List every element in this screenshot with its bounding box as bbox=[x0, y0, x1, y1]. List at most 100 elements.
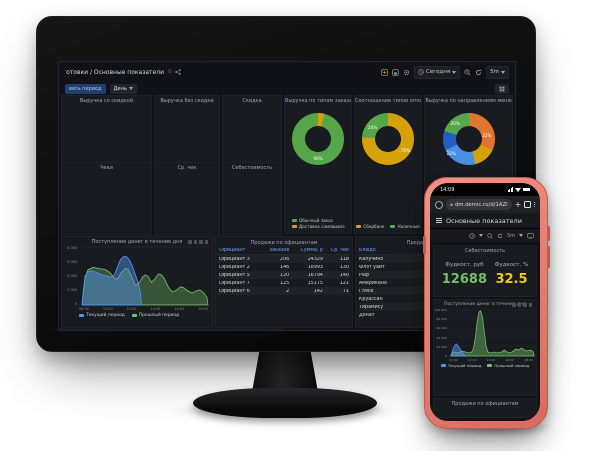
donut-percent-label: 96% bbox=[313, 156, 323, 161]
refresh-icon[interactable] bbox=[475, 68, 482, 76]
menu-hamburger-icon[interactable] bbox=[436, 217, 442, 224]
legend-item[interactable]: Сбербанк bbox=[356, 224, 384, 229]
phone-status-bar: 14:09 bbox=[430, 183, 540, 196]
stat-label: Фудкост, % bbox=[494, 261, 529, 268]
panel-money-chart: Поступление денег в течение дня 8 000 6 0… bbox=[61, 236, 213, 328]
share-icon[interactable] bbox=[175, 69, 182, 75]
stat-value: 12688 bbox=[441, 271, 487, 287]
granularity-dropdown[interactable]: День bbox=[109, 83, 137, 94]
legend-item[interactable]: Прошлый период bbox=[487, 363, 529, 368]
chevron-down-icon bbox=[519, 234, 523, 237]
phone-screen: 14:09 dm.demic.ru/d/1AZl + О bbox=[430, 183, 540, 421]
donut-legend: Сбербанк Наличные bbox=[355, 224, 421, 229]
y-axis-labels: 100 000 80 000 60 000 40 000 20 000 0 bbox=[434, 308, 447, 358]
table-row: Официант 2 146 18993 130 bbox=[219, 264, 349, 270]
refresh-interval-dropdown[interactable]: 5m bbox=[486, 65, 509, 79]
legend-item[interactable]: Текущий период bbox=[79, 313, 125, 318]
tab-switcher-icon[interactable] bbox=[524, 201, 531, 208]
breadcrumb[interactable]: готовки / Основные показатели bbox=[65, 68, 164, 76]
panel-title: Выручка без скидки bbox=[160, 98, 214, 104]
chevron-down-icon bbox=[452, 70, 457, 74]
stat-label: Фудкост, руб bbox=[445, 261, 484, 268]
refresh-interval-label[interactable]: 5m bbox=[506, 232, 515, 239]
phone-panel-waiters: Продажи по официантам bbox=[433, 398, 537, 418]
period-filter-chip[interactable]: весь период bbox=[65, 83, 106, 94]
x-axis-labels: 10:00 12:00 14:00 16:00 18:00 bbox=[449, 358, 533, 362]
grid-icon bbox=[499, 86, 505, 92]
table-body: Официант 3 206 24329 118 Официант 2 146 … bbox=[219, 255, 349, 295]
donut-percent-label: 32% bbox=[482, 133, 492, 138]
stat-value: 32.5 bbox=[495, 271, 528, 287]
browser-toolbar: dm.demic.ru/d/1AZl + bbox=[430, 196, 540, 213]
phone-panel-cost: Себестоимость Фудкост, руб 12688 Фудкост,… bbox=[433, 245, 537, 297]
table-row: Официант 7 125 15175 121 bbox=[219, 280, 349, 286]
panel-title: Поступление денег в течение дня bbox=[91, 239, 183, 245]
donut-chart-menu-categories: 20% 32% 22% bbox=[442, 113, 495, 165]
refresh-icon[interactable] bbox=[497, 232, 503, 239]
browser-home-icon[interactable] bbox=[435, 200, 443, 209]
series-current-period bbox=[451, 343, 467, 357]
donut-chart-payment-types: 24% 76% bbox=[362, 113, 414, 165]
table-header: Официант Заказов Сумма, р Ср. чек bbox=[219, 246, 349, 255]
legend-item[interactable]: Доставка самовывоз bbox=[292, 224, 345, 229]
address-bar[interactable]: dm.demic.ru/d/1AZl bbox=[446, 199, 512, 210]
url-text: dm.demic.ru/d/1AZl bbox=[454, 201, 508, 208]
y-axis-labels: 8 000 6 000 4 000 2 000 0 bbox=[67, 246, 77, 306]
clock-icon bbox=[418, 69, 424, 75]
panel-title: Чеки bbox=[100, 165, 113, 171]
table-row: Официант 6 2 142 71 bbox=[219, 288, 349, 294]
time-range-picker[interactable]: Сегодня bbox=[413, 65, 461, 79]
time-range-label: Сегодня bbox=[425, 69, 451, 75]
area-chart[interactable] bbox=[449, 308, 536, 358]
table-row: Официант 5 120 16794 140 bbox=[219, 272, 349, 278]
panel-donut-order-types: Выручка по типам заказа 96% Обычный зака… bbox=[284, 95, 352, 234]
settings-gear-icon[interactable] bbox=[403, 69, 410, 76]
panel-title: Поступление денег в течение дня bbox=[444, 302, 526, 307]
panel-corner-icons[interactable] bbox=[188, 240, 208, 244]
chart-legend: Текущий период Прошлый период bbox=[79, 313, 212, 318]
panel-title: Скидка bbox=[242, 98, 262, 104]
panel-title: Себестоимость bbox=[231, 165, 273, 171]
series-previous-period bbox=[81, 266, 209, 306]
donut-chart-order-types: 96% bbox=[292, 113, 344, 165]
legend-item[interactable]: Обычный заказ bbox=[292, 218, 345, 223]
favorite-star-icon[interactable]: ☆ bbox=[166, 68, 173, 75]
add-panel-icon[interactable] bbox=[381, 68, 388, 76]
panel-waiters-table: Продажи по официантам Официант Заказов С… bbox=[215, 236, 353, 328]
cast-icon[interactable] bbox=[527, 232, 534, 239]
chevron-down-icon bbox=[478, 234, 483, 237]
legend-item[interactable]: Текущий период bbox=[440, 363, 481, 368]
clock-icon[interactable] bbox=[469, 232, 475, 239]
dashboard-topbar: готовки / Основные показатели ☆ bbox=[59, 62, 515, 82]
panel-title: Выручка по направлениям меню bbox=[425, 98, 512, 104]
series-previous-period bbox=[450, 310, 535, 357]
browser-menu-icon[interactable] bbox=[533, 201, 535, 208]
phone-panel-money-chart: Поступление денег в течение дня 100 000 8… bbox=[433, 299, 537, 396]
panel-title: Соотношение типов оплат bbox=[355, 98, 421, 104]
donut-percent-label: 20% bbox=[450, 121, 460, 126]
phone-power-button bbox=[546, 246, 550, 268]
granularity-label: День bbox=[113, 85, 127, 92]
save-icon[interactable] bbox=[392, 68, 399, 76]
legend-item[interactable]: Наличные bbox=[390, 224, 420, 229]
signal-icon bbox=[507, 187, 513, 192]
panel-title: Себестоимость bbox=[464, 248, 506, 254]
panel-title: Выручка со скидкой bbox=[79, 98, 134, 104]
panel-title: Продажи по официантам bbox=[250, 240, 318, 246]
wifi-icon bbox=[515, 187, 521, 192]
panel-title: Продажи по официантам bbox=[451, 401, 519, 407]
monitor-stand-neck bbox=[252, 348, 318, 392]
zoom-out-icon[interactable] bbox=[487, 232, 493, 239]
x-axis-labels: 08:00 10:00 12:00 14:00 16:00 18:00 bbox=[79, 307, 208, 311]
panel-corner-icons[interactable] bbox=[512, 303, 532, 307]
panel-title: Ср. чек bbox=[177, 165, 197, 171]
zoom-out-icon[interactable] bbox=[464, 68, 471, 76]
new-tab-button[interactable]: + bbox=[514, 199, 522, 209]
export-chip[interactable] bbox=[495, 83, 509, 94]
chevron-down-icon bbox=[128, 87, 133, 90]
legend-item[interactable]: Прошлый период bbox=[131, 313, 179, 318]
refresh-interval-label: 5m bbox=[490, 69, 499, 75]
phone: 14:09 dm.demic.ru/d/1AZl + О bbox=[422, 177, 550, 429]
area-chart[interactable] bbox=[79, 246, 210, 306]
donut-percent-label: 22% bbox=[446, 151, 456, 156]
